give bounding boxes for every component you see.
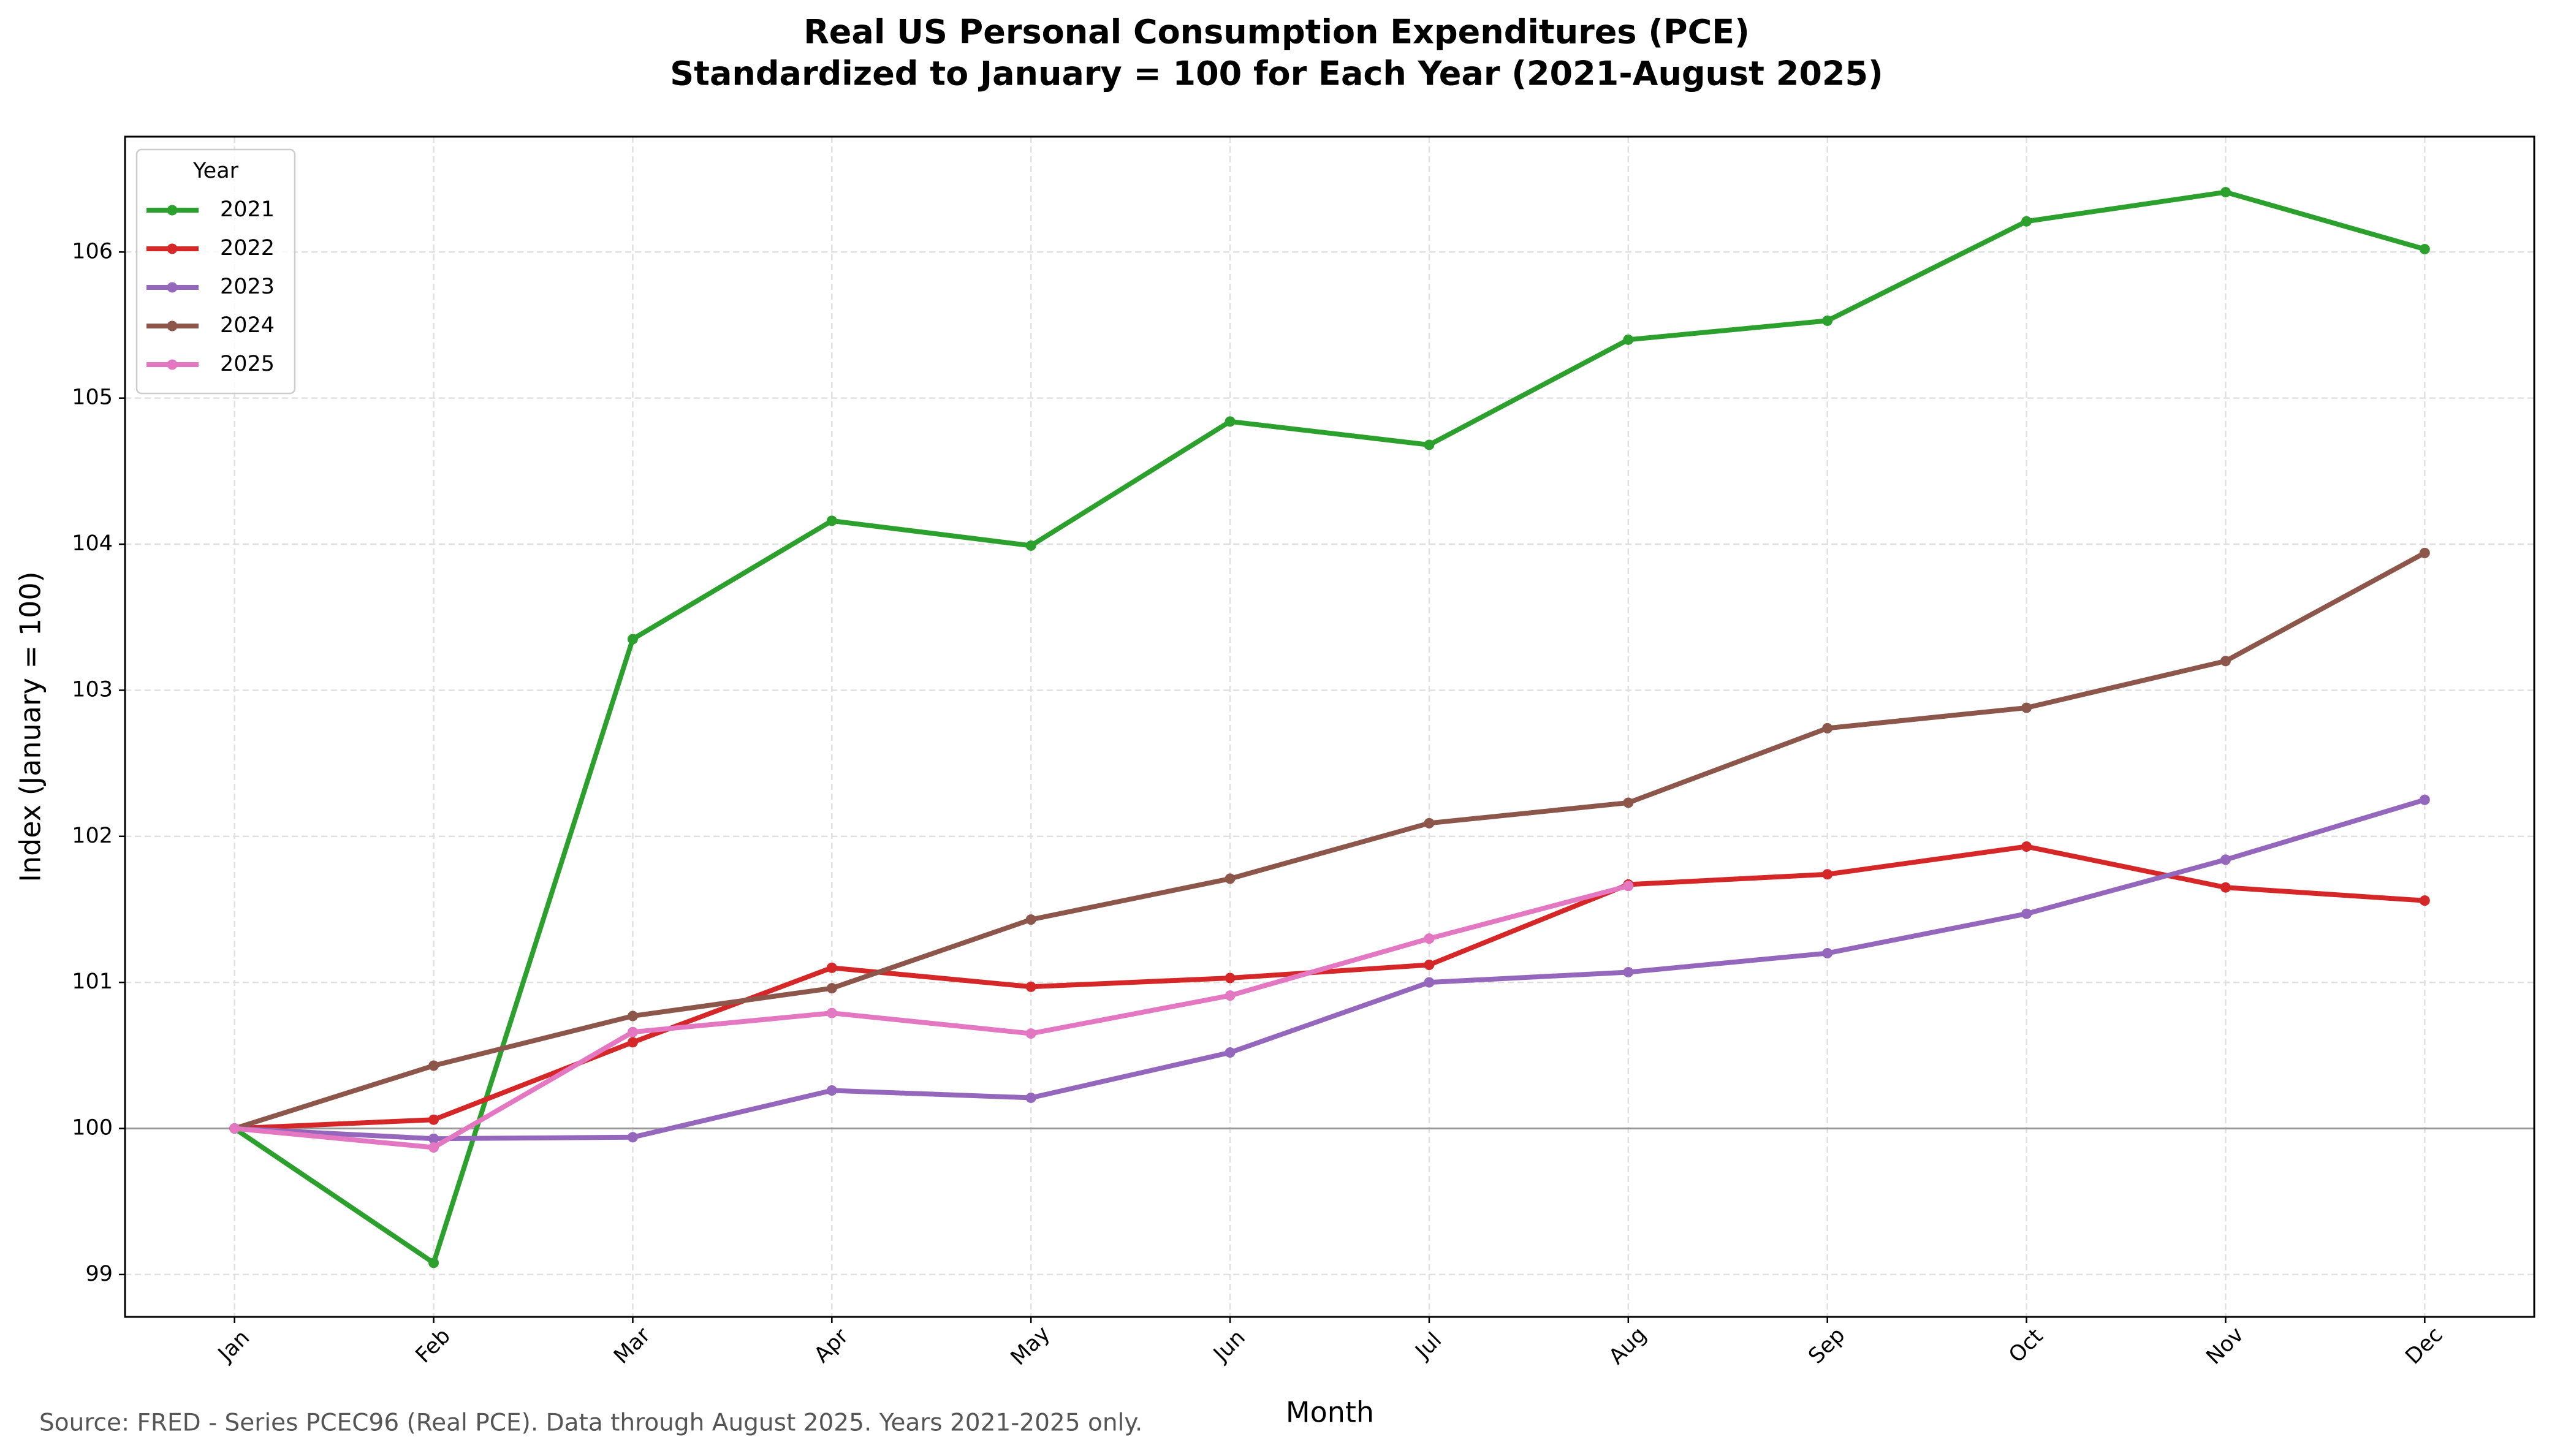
data-point — [1822, 722, 1833, 734]
data-point — [1623, 334, 1634, 345]
legend-label: 2023 — [220, 275, 275, 299]
series-line — [234, 797, 2426, 1142]
data-point — [1424, 817, 1435, 828]
data-point — [1623, 966, 1634, 977]
chart-subtitle: Standardized to January = 100 for Each Y… — [670, 55, 1883, 93]
series-line — [233, 189, 2426, 1265]
data-point — [1225, 990, 1236, 1001]
data-point — [1225, 416, 1236, 427]
data-point — [1822, 869, 1833, 880]
series-line — [234, 883, 1629, 1150]
data-point — [1225, 873, 1236, 884]
data-point — [428, 1060, 439, 1071]
data-point — [1225, 973, 1236, 984]
data-point — [1025, 1028, 1036, 1039]
data-point — [627, 634, 638, 645]
data-point — [1424, 439, 1435, 450]
y-axis-label: Index (January = 100) — [14, 571, 47, 882]
data-point — [2220, 854, 2231, 865]
data-point — [627, 1132, 638, 1143]
data-point — [1424, 960, 1435, 971]
y-tick-label: 105 — [72, 385, 113, 410]
data-point — [1424, 977, 1435, 988]
data-point — [2021, 841, 2032, 852]
data-point — [1623, 797, 1634, 808]
legend-marker — [167, 205, 178, 216]
y-tick-label: 103 — [72, 677, 113, 702]
data-point — [2220, 656, 2231, 667]
plot-frame — [124, 135, 2535, 1318]
data-point — [627, 1026, 638, 1037]
data-point — [2220, 187, 2231, 198]
chart-title: Real US Personal Consumption Expenditure… — [803, 13, 1750, 51]
y-tick-label: 104 — [72, 531, 113, 556]
legend-label: 2022 — [220, 236, 275, 260]
data-point — [428, 1114, 439, 1125]
data-point — [2021, 702, 2032, 713]
data-point — [1025, 1092, 1036, 1103]
source-note: Source: FRED - Series PCEC96 (Real PCE).… — [39, 1409, 1142, 1437]
data-point — [1025, 540, 1036, 551]
legend-label: 2024 — [220, 313, 275, 338]
legend: Year 2021 2022 2023 2024 2025 — [135, 148, 296, 395]
x-axis-label: Month — [1286, 1396, 1374, 1429]
data-point — [1025, 914, 1036, 925]
data-point — [229, 1123, 240, 1134]
data-point — [2419, 244, 2430, 255]
series-line — [234, 844, 2425, 1131]
data-point — [826, 983, 837, 994]
data-point — [2419, 794, 2430, 805]
data-point — [428, 1257, 439, 1268]
legend-marker — [167, 282, 178, 293]
data-point — [1424, 933, 1435, 944]
legend-marker — [167, 320, 178, 332]
y-tick-label: 100 — [72, 1116, 113, 1140]
data-point — [1025, 981, 1036, 992]
data-point — [627, 1037, 638, 1048]
data-point — [1822, 947, 1833, 958]
data-point — [826, 1007, 837, 1018]
data-point — [2021, 908, 2032, 919]
legend-marker — [167, 243, 178, 254]
series-line — [234, 550, 2426, 1131]
y-tick-label: 101 — [72, 969, 113, 994]
data-point — [826, 962, 837, 973]
data-point — [627, 1010, 638, 1022]
data-point — [2220, 882, 2231, 893]
y-tick-label: 99 — [85, 1262, 113, 1286]
data-point — [2419, 895, 2430, 906]
legend-label: 2021 — [220, 197, 275, 222]
data-point — [1623, 881, 1634, 892]
data-point — [826, 515, 837, 526]
data-point — [826, 1085, 837, 1096]
data-point — [2419, 547, 2430, 558]
y-tick-label: 106 — [72, 239, 113, 264]
data-point — [428, 1142, 439, 1153]
legend-label: 2025 — [220, 352, 275, 376]
y-tick-label: 102 — [72, 824, 113, 848]
data-point — [2021, 216, 2032, 227]
data-point — [1225, 1047, 1236, 1058]
data-point — [428, 1133, 439, 1144]
legend-marker — [167, 359, 178, 370]
data-point — [1822, 315, 1833, 326]
legend-title: Year — [192, 159, 239, 183]
